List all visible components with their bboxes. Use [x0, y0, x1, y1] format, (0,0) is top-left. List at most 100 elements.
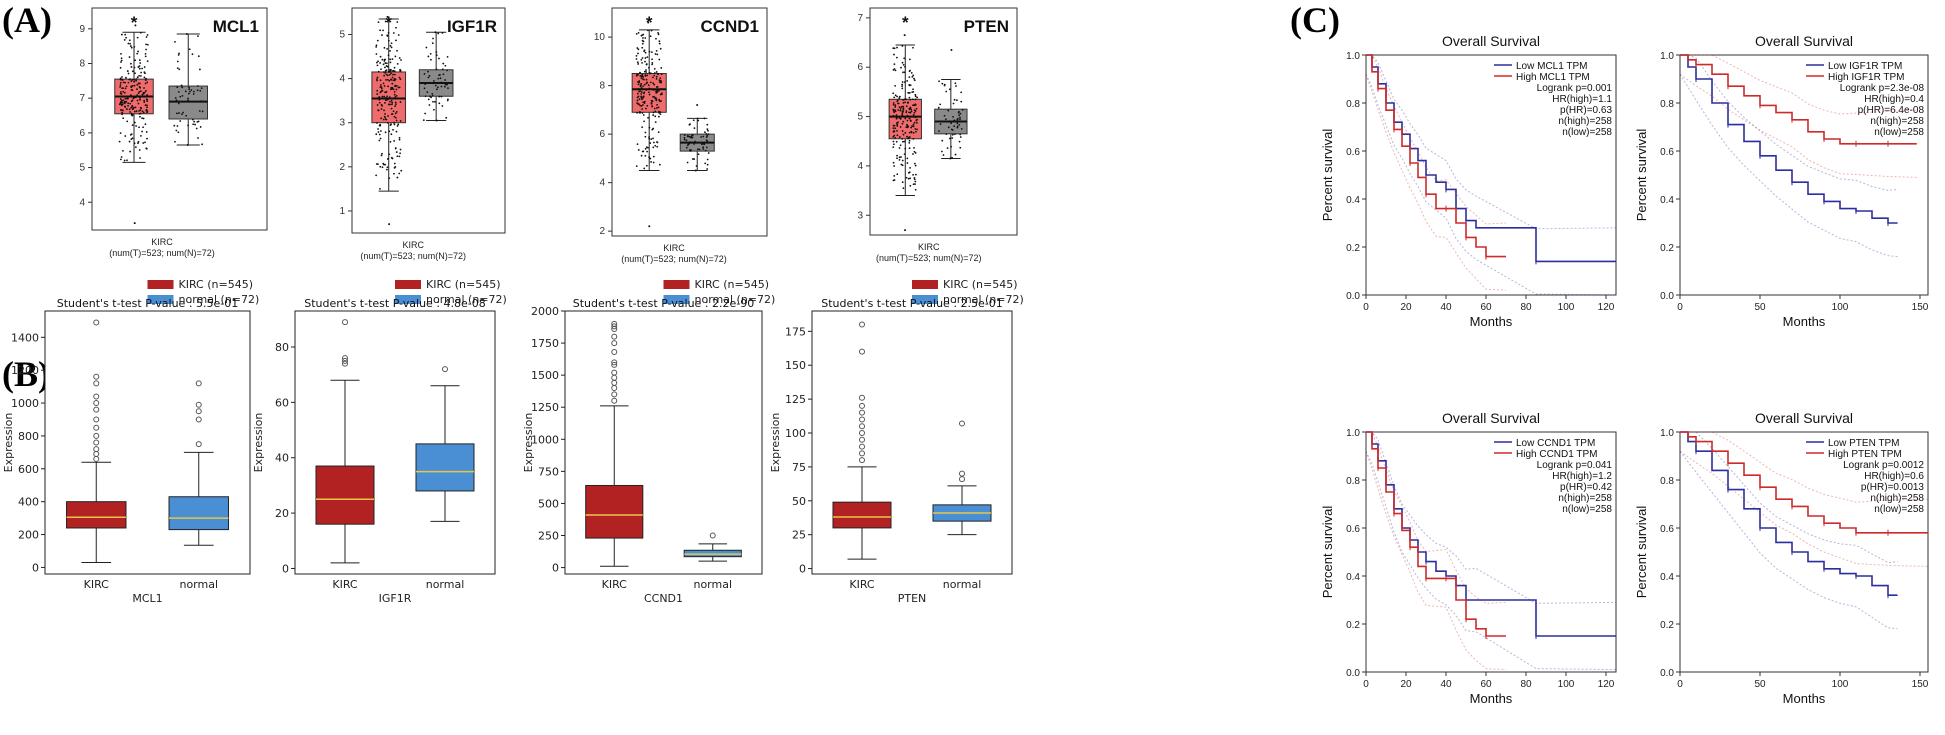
data-point: [394, 105, 397, 107]
data-point: [892, 161, 895, 164]
data-point: [424, 95, 427, 98]
data-point: [901, 85, 904, 87]
data-point: [896, 123, 899, 126]
outlier-point: [611, 333, 618, 340]
data-point: [904, 229, 907, 232]
data-point: [176, 86, 179, 89]
outlier-point: [93, 400, 100, 407]
stat-text: Logrank p=0.001: [1537, 83, 1613, 94]
data-point: [144, 55, 147, 58]
outlier-point: [93, 446, 100, 453]
y-tick-label: 3: [339, 118, 345, 129]
data-point: [138, 59, 141, 61]
data-point: [388, 130, 391, 133]
y-tick-label: 0.8: [1346, 99, 1360, 110]
data-point: [702, 135, 705, 138]
data-point: [386, 98, 389, 101]
data-point: [651, 100, 654, 103]
data-point: [648, 72, 651, 75]
ci-band-upper: [1366, 54, 1507, 225]
legend-swatch-normal: [663, 295, 690, 304]
data-point: [954, 82, 957, 85]
data-point: [892, 92, 895, 95]
km-title: Overall Survival: [1755, 33, 1853, 49]
data-point: [908, 171, 911, 174]
legend-label-kirc: KIRC (n=545): [943, 278, 1018, 291]
data-point: [637, 95, 640, 98]
data-point: [904, 101, 906, 104]
data-point: [129, 45, 132, 47]
data-point: [141, 67, 143, 70]
data-point: [644, 107, 647, 110]
data-point: [687, 143, 690, 145]
data-point: [914, 152, 917, 154]
data-point: [637, 88, 640, 90]
data-point: [384, 20, 387, 23]
panel-c-km-11: Overall Survival 0.0 0.2 0.4 0.6 0.8 1.0 0 50 100…: [1634, 410, 1929, 706]
ci-band-lower: [1365, 450, 1617, 671]
data-point: [386, 166, 389, 169]
data-point: [435, 68, 438, 71]
data-point: [705, 132, 708, 135]
data-point: [959, 136, 962, 138]
data-point: [908, 92, 910, 94]
data-point: [658, 112, 661, 114]
data-point: [638, 98, 641, 101]
data-point: [442, 62, 445, 65]
data-point: [120, 57, 123, 60]
data-point: [428, 104, 431, 106]
data-point: [122, 81, 125, 84]
x-tick-label: 20: [1400, 679, 1412, 690]
data-point: [912, 131, 915, 134]
data-point: [641, 57, 644, 59]
data-point: [655, 50, 658, 52]
data-point: [894, 106, 897, 108]
data-point: [143, 66, 146, 68]
data-point: [423, 87, 426, 90]
data-point: [131, 108, 134, 110]
data-point: [912, 173, 914, 176]
y-tick-label: 25: [792, 529, 806, 542]
data-point: [385, 69, 388, 72]
data-point: [908, 139, 911, 142]
data-point: [387, 71, 390, 73]
outlier-point: [959, 470, 965, 477]
data-point: [653, 72, 656, 74]
data-point: [380, 108, 383, 110]
stat-text: n(low)=258: [1562, 127, 1612, 138]
data-point: [395, 130, 398, 133]
data-point: [379, 137, 382, 140]
y-tick-label: 0.6: [1346, 524, 1360, 535]
data-point: [146, 98, 149, 101]
data-point: [191, 118, 194, 121]
data-point: [146, 60, 149, 63]
data-point: [134, 59, 137, 62]
sample-note: (num(T)=523; num(N)=72): [360, 251, 466, 261]
data-point: [903, 57, 906, 60]
x-tick-label: 80: [1520, 302, 1532, 313]
data-point: [950, 122, 953, 125]
data-point: [908, 131, 911, 134]
data-point: [941, 82, 944, 85]
data-point: [124, 81, 126, 84]
data-point: [703, 117, 706, 120]
data-point: [892, 140, 895, 143]
y-tick-label: 1000: [11, 397, 39, 410]
data-point: [133, 142, 136, 145]
x-tick-label: 40: [1440, 679, 1452, 690]
data-point: [913, 178, 916, 181]
data-point: [381, 34, 383, 36]
data-point: [395, 88, 398, 91]
data-point: [644, 131, 647, 134]
y-tick-label: 0.0: [1346, 291, 1360, 302]
data-point: [640, 34, 643, 37]
data-point: [176, 125, 179, 127]
data-point: [952, 115, 954, 118]
data-point: [388, 73, 391, 76]
y-tick-label: 75: [792, 461, 806, 474]
data-point: [179, 120, 182, 122]
data-point: [135, 79, 138, 82]
data-point: [181, 86, 184, 89]
y-tick-label: 1.0: [1346, 51, 1360, 62]
data-point: [943, 114, 946, 117]
